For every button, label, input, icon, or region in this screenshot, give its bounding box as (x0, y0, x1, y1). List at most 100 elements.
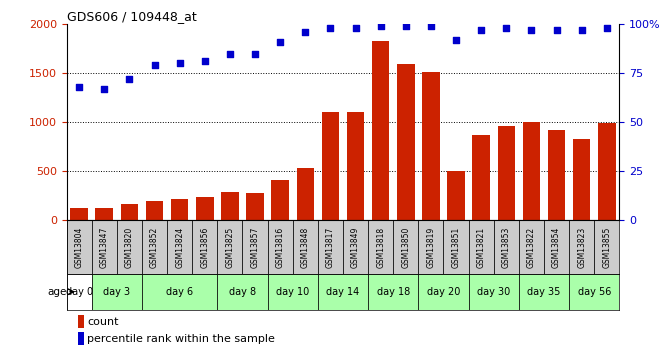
Text: GSM13825: GSM13825 (225, 227, 234, 268)
Bar (444, 220, 469, 274)
Point (576, 27, 587, 33)
Bar (78, 315, 85, 328)
Bar (217, 220, 242, 274)
Text: GSM13822: GSM13822 (527, 227, 536, 268)
Bar (372, 41, 390, 220)
Text: day 56: day 56 (577, 287, 611, 297)
Bar (78, 332, 85, 345)
Bar (598, 123, 615, 220)
Text: GSM13821: GSM13821 (477, 227, 486, 268)
Bar (494, 220, 519, 274)
Point (275, 39, 286, 45)
Bar (71, 208, 88, 220)
Bar (393, 220, 418, 274)
Text: day 20: day 20 (427, 287, 460, 297)
Point (174, 61, 185, 66)
Text: GSM13853: GSM13853 (501, 226, 511, 268)
Bar (221, 193, 238, 220)
Bar (498, 126, 515, 220)
Point (250, 51, 260, 56)
Point (99, 86, 110, 92)
Bar (523, 122, 540, 220)
Bar (296, 168, 314, 220)
Text: day 10: day 10 (276, 287, 310, 297)
Text: GSM13857: GSM13857 (250, 226, 260, 268)
Point (350, 25, 361, 31)
Point (551, 27, 562, 33)
Bar (95, 208, 113, 220)
Point (124, 76, 135, 82)
Point (74, 84, 85, 90)
Point (325, 25, 336, 31)
Bar (397, 65, 415, 220)
Point (376, 23, 386, 29)
Bar (448, 171, 465, 220)
Bar (347, 112, 364, 220)
Point (501, 25, 511, 31)
Point (200, 59, 210, 64)
Bar (271, 180, 289, 220)
Text: GSM13854: GSM13854 (552, 226, 561, 268)
Bar (67, 274, 92, 309)
Text: GSM13817: GSM13817 (326, 227, 335, 268)
Text: GSM13847: GSM13847 (100, 226, 109, 268)
Point (400, 23, 411, 29)
Bar (368, 220, 393, 274)
Bar (246, 193, 264, 220)
Text: GSM13852: GSM13852 (150, 227, 159, 268)
Bar (519, 274, 569, 309)
Text: day 0: day 0 (65, 287, 93, 297)
Bar (146, 201, 163, 220)
Point (451, 37, 462, 42)
Bar (573, 139, 591, 220)
Text: day 18: day 18 (376, 287, 410, 297)
Point (224, 51, 235, 56)
Text: GSM13804: GSM13804 (75, 226, 84, 268)
Bar (422, 72, 440, 220)
Bar (544, 220, 569, 274)
Bar (217, 274, 268, 309)
Text: GSM13848: GSM13848 (301, 227, 310, 268)
Bar (569, 274, 619, 309)
Point (601, 25, 612, 31)
Text: GDS606 / 109448_at: GDS606 / 109448_at (67, 10, 196, 23)
Bar (519, 220, 544, 274)
Text: percentile rank within the sample: percentile rank within the sample (87, 334, 275, 344)
Bar (268, 220, 293, 274)
Text: day 3: day 3 (103, 287, 131, 297)
Bar (318, 220, 343, 274)
Bar (569, 220, 594, 274)
Text: GSM13824: GSM13824 (175, 227, 184, 268)
Text: GSM13819: GSM13819 (426, 227, 436, 268)
Point (300, 29, 310, 35)
Text: GSM13856: GSM13856 (200, 226, 209, 268)
Bar (418, 274, 469, 309)
Bar (594, 220, 619, 274)
Text: count: count (87, 317, 119, 327)
Text: GSM13816: GSM13816 (276, 227, 284, 268)
Bar (92, 220, 117, 274)
Bar (343, 220, 368, 274)
Text: GSM13855: GSM13855 (602, 226, 611, 268)
Bar (293, 220, 318, 274)
Text: age: age (47, 287, 67, 297)
Bar (167, 220, 192, 274)
Text: GSM13818: GSM13818 (376, 227, 385, 268)
Bar (142, 220, 167, 274)
Text: GSM13850: GSM13850 (402, 226, 410, 268)
Bar (318, 274, 368, 309)
Text: GSM13849: GSM13849 (351, 226, 360, 268)
Bar (469, 274, 519, 309)
Bar (242, 220, 268, 274)
Text: day 30: day 30 (477, 287, 510, 297)
Text: GSM13851: GSM13851 (452, 227, 461, 268)
Point (526, 27, 537, 33)
Bar (472, 135, 490, 220)
Bar (67, 220, 92, 274)
Text: GSM13820: GSM13820 (125, 227, 134, 268)
Text: GSM13823: GSM13823 (577, 227, 586, 268)
Bar (322, 112, 339, 220)
Bar (368, 274, 418, 309)
Bar (469, 220, 494, 274)
Point (476, 27, 486, 33)
